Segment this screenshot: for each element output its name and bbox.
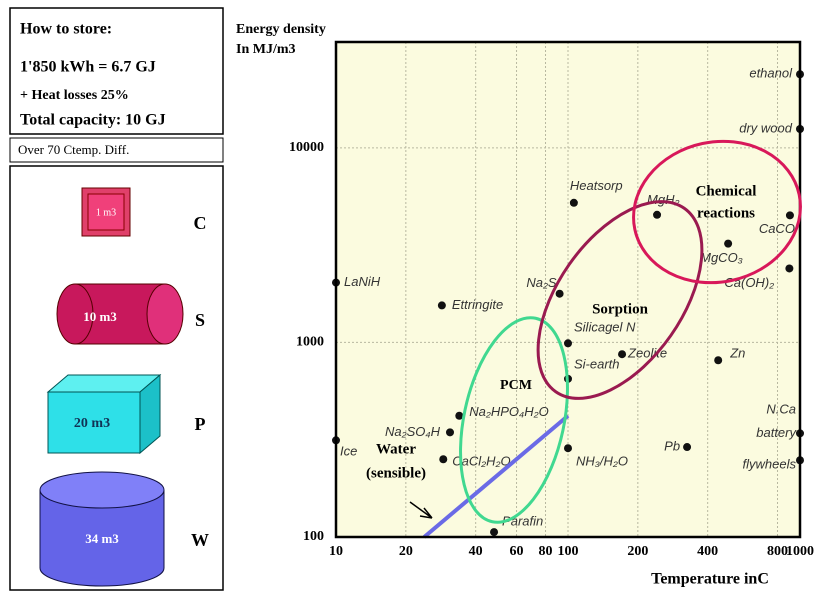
point bbox=[714, 356, 722, 364]
point bbox=[724, 240, 732, 248]
point-label: Zn bbox=[729, 346, 745, 361]
annotation: N.Ca bbox=[766, 401, 796, 416]
point-label: Si-earth bbox=[574, 356, 620, 371]
header-title: How to store: bbox=[20, 21, 112, 38]
volume: 10 m3 bbox=[83, 309, 117, 324]
cylinder-top bbox=[40, 472, 164, 508]
x-tick-label: 80 bbox=[539, 544, 553, 559]
letter: P bbox=[195, 414, 206, 434]
x-tick-label: 200 bbox=[627, 544, 648, 559]
annotation: PCM bbox=[500, 378, 532, 393]
point-label: NH₃/H₂O bbox=[576, 454, 628, 469]
point-label: flywheels bbox=[743, 457, 797, 472]
volume: 34 m3 bbox=[85, 531, 119, 546]
point bbox=[490, 528, 498, 536]
y-tick-label: 100 bbox=[303, 529, 324, 544]
y-tick-label: 1000 bbox=[296, 335, 324, 350]
point-label: dry wood bbox=[739, 120, 793, 135]
point-label: Silicagel N bbox=[574, 320, 636, 335]
x-tick-label: 20 bbox=[399, 544, 413, 559]
point bbox=[785, 264, 793, 272]
header-line: Total capacity: 10 GJ bbox=[20, 112, 166, 129]
x-axis-label: Temperature inC bbox=[651, 571, 769, 588]
volume: 1 m3 bbox=[96, 207, 116, 218]
point-label: LaNiH bbox=[344, 274, 381, 289]
cylinder-end bbox=[147, 284, 183, 344]
point-label: CaCO bbox=[759, 221, 795, 236]
header-line: 1'850 kWh = 6.7 GJ bbox=[20, 59, 156, 76]
y-axis-label: Energy density bbox=[236, 22, 326, 37]
point bbox=[570, 199, 578, 207]
point bbox=[438, 301, 446, 309]
point bbox=[786, 211, 794, 219]
point bbox=[564, 444, 572, 452]
x-tick-label: 60 bbox=[510, 544, 524, 559]
letter: W bbox=[191, 530, 209, 550]
volume: 20 m3 bbox=[74, 416, 110, 431]
point bbox=[564, 339, 572, 347]
point-label: Na₂S bbox=[526, 275, 557, 290]
point-label: Ca(OH)₂ bbox=[724, 275, 774, 290]
point-label: ethanol bbox=[749, 66, 793, 81]
page: How to store: 1'850 kWh = 6.7 GJ + Heat … bbox=[0, 0, 821, 597]
x-tick-label: 10 bbox=[329, 544, 343, 559]
letter: S bbox=[195, 310, 205, 330]
point-label: Pb bbox=[664, 438, 680, 453]
point bbox=[683, 443, 691, 451]
note: Over 70 Ctemp. Diff. bbox=[18, 142, 129, 157]
x-tick-label: 100 bbox=[558, 544, 579, 559]
x-tick-label: 400 bbox=[697, 544, 718, 559]
point bbox=[439, 455, 447, 463]
y-axis-label: In MJ/m3 bbox=[236, 42, 296, 57]
annotation: reactions bbox=[697, 205, 755, 221]
y-tick-label: 10000 bbox=[289, 140, 324, 155]
header-line: + Heat losses 25% bbox=[20, 88, 129, 103]
point bbox=[556, 290, 564, 298]
point-label: Ettringite bbox=[452, 297, 503, 312]
point-label: Na₂HPO₄H₂O bbox=[469, 404, 548, 419]
annotation: Chemical bbox=[696, 183, 757, 199]
x-tick-label: 1000 bbox=[786, 544, 814, 559]
point-label: Ice bbox=[340, 444, 357, 459]
point-label: Heatsorp bbox=[570, 178, 623, 193]
letter: C bbox=[194, 213, 207, 233]
annotation: Sorption bbox=[592, 301, 649, 317]
annotation: (sensible) bbox=[366, 465, 426, 481]
x-tick-label: 40 bbox=[469, 544, 483, 559]
annotation: Water bbox=[376, 441, 416, 457]
point-label: battery bbox=[756, 425, 797, 440]
x-tick-label: 800 bbox=[767, 544, 788, 559]
point bbox=[653, 211, 661, 219]
point-label: MgCO₃ bbox=[700, 250, 743, 265]
point bbox=[446, 428, 454, 436]
point-label: Na₂SO₄H bbox=[385, 424, 441, 439]
